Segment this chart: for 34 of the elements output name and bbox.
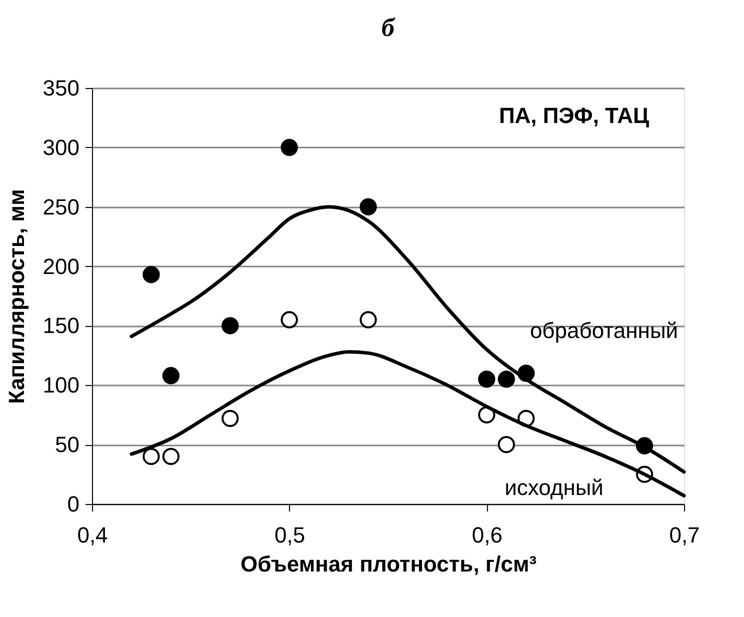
point (162, 367, 180, 384)
y-tick-label: 150 (42, 313, 80, 338)
point (498, 370, 515, 388)
point (280, 138, 298, 156)
y-tick-label: 0 (67, 492, 80, 516)
point (162, 448, 180, 466)
x-tick-label: 0,7 (669, 522, 700, 548)
y-tick-label: 100 (42, 372, 80, 398)
x-tick-label: 0,4 (77, 522, 108, 548)
point (222, 317, 239, 334)
x-tick-label: 0,6 (472, 522, 502, 548)
annotation: обработанный (530, 318, 678, 343)
annotation: ПА, ПЭФ, ТАЦ (498, 103, 650, 128)
y-tick-label: 300 (42, 134, 80, 160)
point (498, 436, 515, 454)
y-tick-label: 250 (42, 194, 80, 220)
annotation: исходный (504, 475, 604, 500)
line-series (130, 350, 686, 498)
line-series (130, 205, 686, 474)
y-axis-title: Капиллярность, мм (4, 189, 29, 404)
point (478, 406, 496, 424)
point (142, 266, 160, 284)
y-tick-label: 200 (42, 254, 80, 279)
point (360, 311, 377, 328)
point (360, 198, 377, 216)
x-axis-title: Объемная плотность, г/см³ (240, 552, 537, 576)
point (142, 448, 160, 466)
y-tick-label: 50 (55, 432, 80, 458)
point (222, 410, 239, 427)
chart-title: б (382, 13, 396, 42)
x-tick-label: 0,5 (274, 522, 306, 548)
point (280, 311, 298, 328)
y-tick-label: 350 (42, 76, 80, 100)
point (478, 370, 496, 388)
